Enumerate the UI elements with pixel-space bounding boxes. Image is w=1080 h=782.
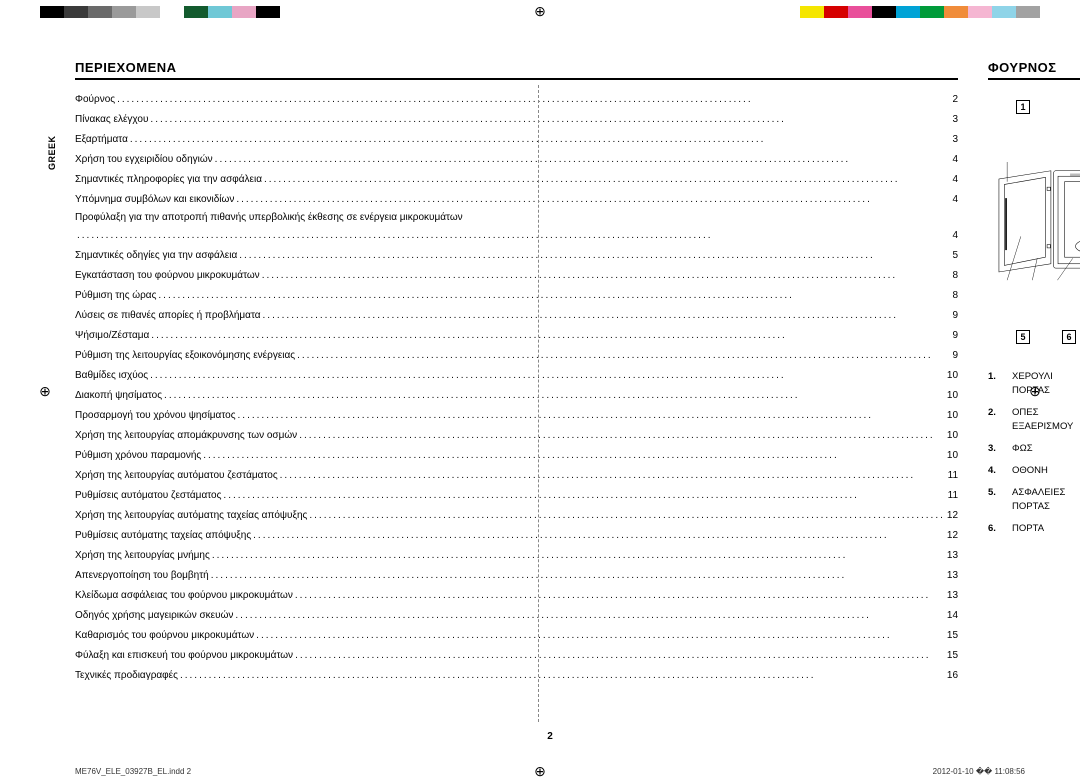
toc-entry: Υπόμνημα συμβόλων και εικονιδίων........… bbox=[75, 190, 958, 210]
registration-mark-top: ⊕ bbox=[533, 4, 547, 18]
legend-item: 3.ΦΩΣ bbox=[988, 442, 1073, 456]
color-swatch bbox=[112, 6, 136, 18]
toc-entry: Ρύθμιση της λειτουργίας εξοικονόμησης εν… bbox=[75, 346, 958, 366]
legend-item: 5.ΑΣΦΑΛΕΙΕΣ ΠΟΡΤΑΣ bbox=[988, 486, 1073, 514]
registration-mark-left: ⊕ bbox=[38, 384, 52, 398]
toc-entry: Τεχνικές προδιαγραφές...................… bbox=[75, 666, 958, 686]
color-swatch bbox=[968, 6, 992, 18]
color-swatch bbox=[896, 6, 920, 18]
legend-item: 2.ΟΠΕΣ ΕΞΑΕΡΙΣΜΟΥ bbox=[988, 406, 1073, 434]
color-swatch bbox=[920, 6, 944, 18]
color-swatch bbox=[872, 6, 896, 18]
toc-entry: Βαθμίδες ισχύος.........................… bbox=[75, 366, 958, 386]
toc-entry: Απενεργοποίηση του βομβητή..............… bbox=[75, 566, 958, 586]
language-tab: GREEK bbox=[47, 135, 57, 170]
microwave-oven-diagram bbox=[988, 90, 1080, 350]
page-number: 2 bbox=[547, 731, 553, 742]
toc-entry: Κλείδωμα ασφάλειας του φούρνου μικροκυμά… bbox=[75, 586, 958, 606]
color-swatch bbox=[160, 6, 184, 18]
color-swatch bbox=[256, 6, 280, 18]
toc-entry: Χρήση της λειτουργίας αυτόματου ζεστάματ… bbox=[75, 466, 958, 486]
footer-filename: ME76V_ELE_03927B_EL.indd 2 bbox=[75, 767, 191, 776]
toc-entry: Ρυθμίσεις αυτόματης ταχείας απόψυξης....… bbox=[75, 526, 958, 546]
toc-entry: Χρήση της λειτουργίας αυτόματης ταχείας … bbox=[75, 506, 958, 526]
color-swatch bbox=[184, 6, 208, 18]
toc-entry: Οδηγός χρήσης μαγειρικών σκευών.........… bbox=[75, 606, 958, 626]
color-swatch bbox=[232, 6, 256, 18]
color-swatch bbox=[136, 6, 160, 18]
legend-item: 1.ΧΕΡΟΥΛΙ ΠΟΡΤΑΣ bbox=[988, 370, 1073, 398]
registration-strip-left bbox=[40, 6, 280, 18]
page-body: GREEK ΠΕΡΙΕΧΟΜΕΝΑ Φούρνος...............… bbox=[75, 60, 1025, 742]
color-swatch bbox=[208, 6, 232, 18]
color-swatch bbox=[88, 6, 112, 18]
color-swatch bbox=[40, 6, 64, 18]
print-footer: ME76V_ELE_03927B_EL.indd 2 2012-01-10 ��… bbox=[75, 767, 1025, 776]
toc-entry: Χρήση της λειτουργίας μνήμης............… bbox=[75, 546, 958, 566]
parts-legend: 1.ΧΕΡΟΥΛΙ ΠΟΡΤΑΣ 2.ΟΠΕΣ ΕΞΑΕΡΙΣΜΟΥ 3.ΦΩΣ 4.… bbox=[988, 370, 1080, 544]
legend-column-left: 1.ΧΕΡΟΥΛΙ ΠΟΡΤΑΣ 2.ΟΠΕΣ ΕΞΑΕΡΙΣΜΟΥ 3.ΦΩΣ 4.… bbox=[988, 370, 1073, 544]
toc-entry: Εξαρτήματα..............................… bbox=[75, 130, 958, 150]
color-swatch bbox=[800, 6, 824, 18]
callout-5: 5 bbox=[1016, 330, 1030, 344]
toc-entry: Σημαντικές πληροφορίες για την ασφάλεια.… bbox=[75, 170, 958, 190]
toc-entry: Χρήση του εγχειριδίου οδηγιών...........… bbox=[75, 150, 958, 170]
toc-entry: Ρύθμιση χρόνου παραμονής................… bbox=[75, 446, 958, 466]
toc-entry: Προφύλαξη για την αποτροπή πιθανής υπερβ… bbox=[75, 210, 958, 246]
contents-heading: ΠΕΡΙΕΧΟΜΕΝΑ bbox=[75, 60, 958, 80]
toc-entry: Σημαντικές οδηγίες για την ασφάλεια.....… bbox=[75, 246, 958, 266]
color-swatch bbox=[848, 6, 872, 18]
color-swatch bbox=[944, 6, 968, 18]
legend-item: 6.ΠΟΡΤΑ bbox=[988, 522, 1073, 536]
contents-column: ΠΕΡΙΕΧΟΜΕΝΑ Φούρνος.....................… bbox=[75, 60, 958, 686]
toc-entry: Ρύθμιση της ώρας........................… bbox=[75, 286, 958, 306]
color-swatch bbox=[64, 6, 88, 18]
footer-timestamp: 2012-01-10 �� 11:08:56 bbox=[933, 767, 1025, 776]
callout-6: 6 bbox=[1062, 330, 1076, 344]
color-swatch bbox=[992, 6, 1016, 18]
toc-entry: Πίνακας ελέγχου.........................… bbox=[75, 110, 958, 130]
registration-strip-right bbox=[800, 6, 1040, 18]
toc-entry: Καθαρισμός του φούρνου μικροκυμάτων.....… bbox=[75, 626, 958, 646]
oven-figure: 1 2 3 4 5 6 7 8 9 10 11 bbox=[988, 90, 1080, 350]
column-divider bbox=[538, 85, 539, 722]
toc-entry: Διακοπή ψησίματος.......................… bbox=[75, 386, 958, 406]
toc-entry: Ρυθμίσεις αυτόματου ζεστάματος..........… bbox=[75, 486, 958, 506]
toc-entry: Φύλαξη και επισκευή του φούρνου μικροκυμ… bbox=[75, 646, 958, 666]
toc-entry: Εγκατάσταση του φούρνου μικροκυμάτων....… bbox=[75, 266, 958, 286]
toc-entry: Φούρνος.................................… bbox=[75, 90, 958, 110]
legend-item: 4.ΟΘΟΝΗ bbox=[988, 464, 1073, 478]
color-swatch bbox=[1016, 6, 1040, 18]
oven-column: ΦΟΥΡΝΟΣ 1 2 3 4 5 6 7 8 9 10 11 bbox=[988, 60, 1080, 686]
toc-entry: Χρήση της λειτουργίας απομάκρυνσης των ο… bbox=[75, 426, 958, 446]
toc-entry: Ψήσιμο/Ζέσταμα..........................… bbox=[75, 326, 958, 346]
oven-heading: ΦΟΥΡΝΟΣ bbox=[988, 60, 1080, 80]
toc-entry: Λύσεις σε πιθανές απορίες ή προβλήματα..… bbox=[75, 306, 958, 326]
color-swatch bbox=[824, 6, 848, 18]
toc-entry: Προσαρμογή του χρόνου ψησίματος.........… bbox=[75, 406, 958, 426]
table-of-contents: Φούρνος.................................… bbox=[75, 90, 958, 686]
callout-1: 1 bbox=[1016, 100, 1030, 114]
